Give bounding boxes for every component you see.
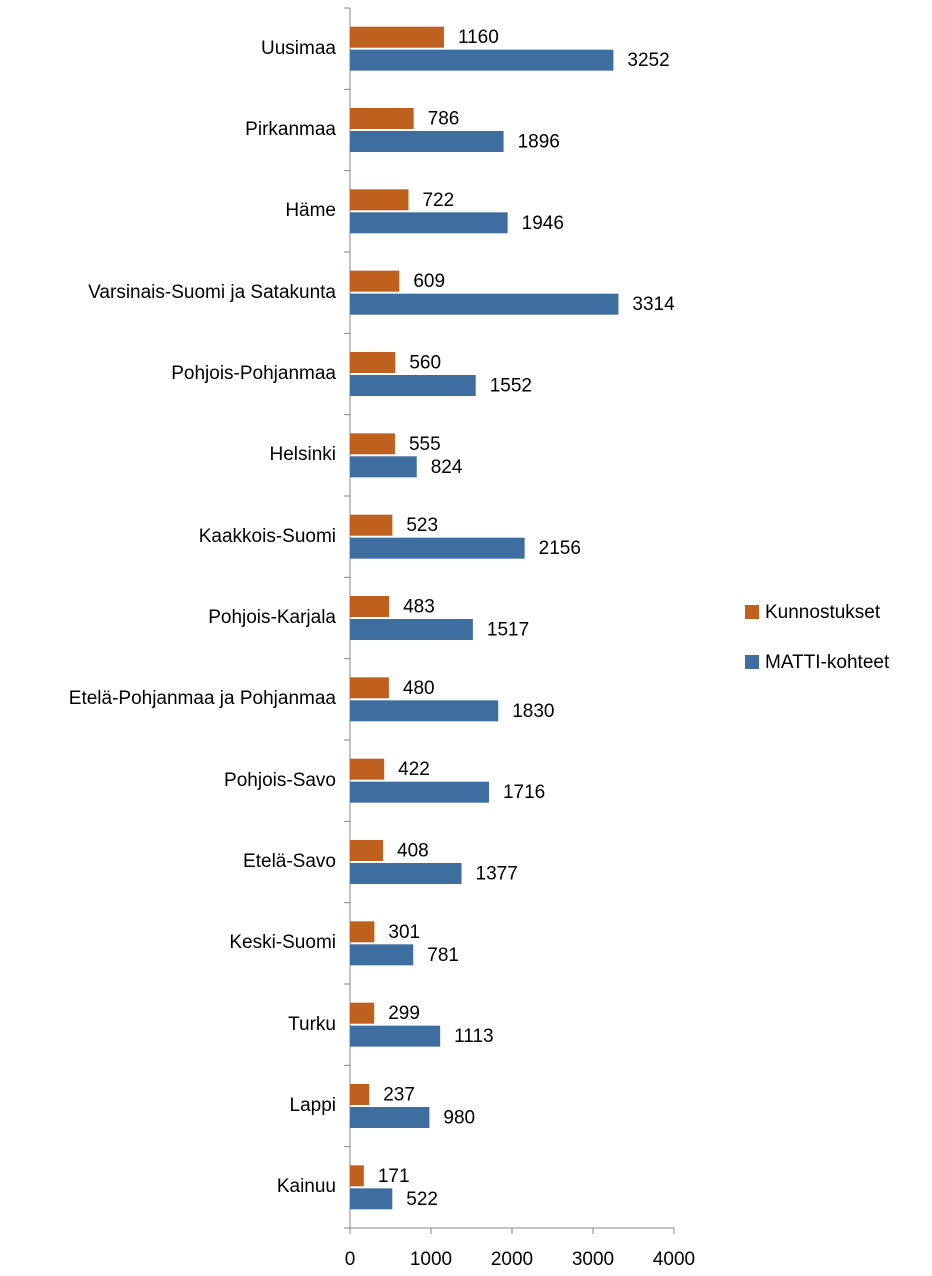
bar — [350, 758, 385, 780]
data-label: 560 — [409, 353, 441, 374]
data-label: 1517 — [487, 620, 529, 641]
category-label: Etelä-Savo — [243, 851, 336, 872]
data-label: 171 — [378, 1166, 410, 1187]
bar — [350, 840, 384, 861]
bar — [350, 781, 489, 803]
category-label: Pohjois-Savo — [224, 769, 336, 791]
bar — [350, 433, 395, 455]
bar — [350, 700, 499, 722]
bar — [350, 1002, 375, 1024]
category-label: Lappi — [289, 1095, 337, 1116]
x-tick-label: 3000 — [572, 1249, 614, 1270]
bar — [350, 26, 444, 48]
data-label: 980 — [443, 1108, 475, 1129]
data-label: 522 — [406, 1189, 438, 1210]
bar — [350, 514, 393, 536]
data-label: 786 — [428, 109, 460, 130]
legend-label: MATTI-kohteet — [765, 652, 890, 673]
data-label: 408 — [397, 841, 429, 862]
category-label: Pohjois-Karjala — [208, 607, 336, 628]
category-label: Uusimaa — [261, 37, 336, 59]
category-label: Turku — [288, 1013, 336, 1035]
category-label: Etelä-Pohjanmaa ja Pohjanmaa — [68, 688, 336, 710]
bar — [350, 537, 525, 559]
bar — [350, 270, 400, 292]
data-label: 2156 — [539, 538, 581, 559]
legend-swatch — [745, 605, 759, 619]
x-tick-label: 1000 — [410, 1249, 452, 1270]
category-label: Pirkanmaa — [245, 119, 336, 140]
category-label: Kaakkois-Suomi — [198, 525, 336, 547]
data-label: 480 — [403, 678, 435, 699]
data-label: 1160 — [458, 27, 499, 48]
category-label: Pohjois-Pohjanmaa — [171, 363, 336, 384]
data-label: 781 — [427, 945, 459, 966]
data-label: 1716 — [503, 782, 545, 803]
data-label: 1113 — [454, 1026, 493, 1047]
data-label: 422 — [398, 759, 430, 780]
legend-label: Kunnostukset — [765, 602, 881, 623]
bar — [350, 677, 389, 699]
data-label: 3314 — [632, 294, 675, 315]
data-label: 299 — [388, 1003, 420, 1024]
category-label: Varsinais-Suomi ja Satakunta — [88, 281, 336, 303]
data-label: 1896 — [518, 132, 560, 153]
bar — [350, 131, 504, 152]
data-label: 1377 — [476, 864, 518, 885]
data-label: 301 — [388, 922, 420, 943]
data-label: 1552 — [490, 376, 532, 397]
data-label: 237 — [383, 1085, 415, 1106]
bar — [350, 1025, 441, 1047]
category-label: Kainuu — [276, 1176, 336, 1198]
bar — [350, 212, 508, 234]
bar — [350, 293, 619, 315]
category-label: Keski-Suomi — [229, 932, 336, 954]
bar — [350, 49, 614, 71]
data-label: 609 — [413, 271, 445, 292]
data-label: 722 — [422, 190, 454, 211]
legend-swatch — [745, 655, 759, 669]
bar — [350, 189, 409, 211]
bar — [350, 375, 476, 396]
data-label: 483 — [403, 597, 435, 618]
bar — [350, 352, 396, 373]
data-label: 1946 — [522, 213, 564, 234]
x-tick-label: 2000 — [491, 1249, 533, 1270]
bar — [350, 944, 414, 966]
data-label: 3252 — [627, 50, 669, 71]
bar — [350, 108, 414, 129]
bar — [350, 1188, 393, 1210]
data-label: 1830 — [512, 701, 554, 722]
x-tick-label: 4000 — [653, 1249, 695, 1270]
bar — [350, 456, 417, 478]
bar — [350, 596, 390, 617]
bar — [350, 619, 473, 640]
category-label: Helsinki — [269, 444, 336, 466]
x-tick-label: 0 — [345, 1249, 356, 1270]
bar — [350, 1165, 364, 1187]
bar — [350, 921, 375, 943]
data-label: 824 — [431, 457, 463, 478]
bar — [350, 1107, 430, 1128]
data-label: 523 — [406, 515, 438, 536]
bar — [350, 1084, 370, 1105]
category-label: Häme — [285, 200, 336, 222]
bar — [350, 863, 462, 884]
data-label: 555 — [409, 434, 441, 455]
